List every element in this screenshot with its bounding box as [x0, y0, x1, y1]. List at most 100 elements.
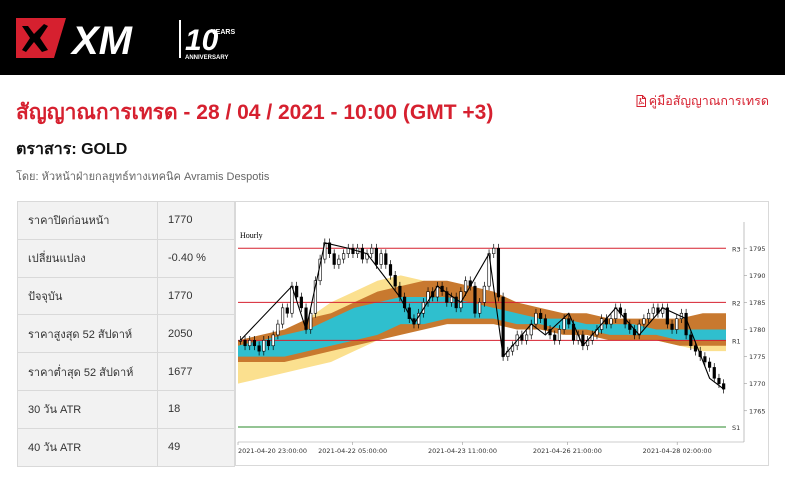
candle-body	[374, 247, 379, 265]
stat-label: ราคาต่ำสุด 52 สัปดาห์	[17, 352, 158, 391]
candle-body	[463, 280, 468, 292]
candle-body	[703, 356, 707, 363]
candle	[642, 314, 646, 329]
candle	[365, 249, 369, 264]
candle-body	[313, 280, 318, 314]
stats-row: 40 วัน ATR 49	[17, 427, 235, 467]
candle-body	[445, 291, 449, 303]
candle	[675, 314, 679, 334]
candle	[332, 249, 336, 269]
stats-row: ราคาต่ำสุด 52 สัปดาห์ 1677	[17, 352, 235, 391]
candle-body	[299, 296, 303, 309]
candle	[646, 308, 651, 323]
candle	[567, 314, 571, 329]
candle-body	[496, 247, 501, 298]
stat-label: ปัจจุบัน	[17, 276, 158, 316]
candle	[449, 292, 454, 307]
xm-logo[interactable]: XM 10 YEARS ANNIVERSARY	[14, 10, 244, 65]
candle-body	[722, 383, 726, 390]
guide-link-label[interactable]: คู่มือสัญญาณการเทรด	[648, 94, 769, 108]
candle-body	[459, 291, 463, 309]
candle-body	[351, 247, 355, 254]
candle-body	[276, 323, 280, 336]
candle	[520, 330, 524, 345]
candle-body	[238, 340, 242, 342]
candle	[684, 308, 688, 340]
chart-title: Hourly	[240, 231, 263, 240]
candle-body	[717, 377, 721, 384]
stat-label: ราคาสูงสุด 52 สัปดาห์	[17, 314, 158, 354]
instrument-label: ตราสาร: GOLD	[16, 141, 128, 158]
price-chart: Hourly R3 R2 R1 S1 1765 1770 1775 1780 1785 1790 17…	[237, 222, 766, 455]
candle	[445, 287, 449, 307]
candle	[670, 319, 674, 334]
stat-value: 18	[157, 389, 235, 429]
band-outer	[238, 280, 726, 362]
candle-body	[309, 312, 313, 330]
candle-body	[609, 318, 613, 325]
candle-body	[534, 312, 538, 325]
candle	[280, 303, 285, 329]
candle-body	[567, 318, 571, 325]
chart-panel: Hourly R3 R2 R1 S1 1765 1770 1775 1780 1785 1790 17…	[235, 201, 769, 466]
candle-body	[393, 275, 397, 287]
candle-body	[689, 334, 693, 347]
level-label: S1	[732, 424, 740, 432]
candle	[257, 341, 261, 356]
author-byline: โดย: หัวหน้าฝ่ายกลยุทธ์ทางเทคนิค Avramis…	[16, 171, 270, 183]
y-tick-label: 1765	[749, 407, 766, 415]
candle	[266, 336, 271, 351]
candle	[374, 243, 379, 269]
candle-body	[707, 361, 712, 368]
candle-body	[426, 291, 430, 303]
xm-logo-mark	[16, 18, 66, 58]
logo-divider	[179, 20, 181, 58]
candle-body	[670, 323, 674, 330]
candle-body	[341, 253, 346, 260]
candle	[585, 336, 590, 351]
candle-body	[327, 242, 332, 254]
candle	[473, 281, 477, 318]
stat-label: ราคาปิดก่อนหน้า	[17, 201, 158, 240]
candle-body	[285, 307, 289, 314]
candle-body	[379, 253, 383, 265]
candle	[393, 271, 397, 291]
candle	[248, 336, 252, 351]
candle-body	[295, 285, 299, 298]
candle	[313, 276, 318, 318]
candle	[722, 379, 726, 394]
candle-body	[539, 312, 543, 319]
candle	[295, 281, 299, 302]
candle	[360, 243, 364, 264]
candle	[379, 249, 383, 269]
badge-caption: ANNIVERSARY	[185, 55, 228, 61]
candle-body	[280, 307, 285, 325]
candle	[327, 238, 332, 258]
zigzag-line	[239, 242, 724, 390]
candle	[712, 363, 716, 383]
candle	[557, 325, 562, 345]
stat-value: 49	[157, 427, 235, 467]
candle	[534, 308, 538, 329]
candle-body	[478, 302, 482, 314]
x-tick-label: 2021-04-22 05:00:00	[318, 447, 387, 455]
candle	[478, 298, 482, 318]
candle	[341, 249, 346, 264]
stat-value: -0.40 %	[157, 238, 235, 278]
candle	[384, 249, 388, 269]
candle	[276, 319, 280, 340]
candle	[618, 303, 623, 318]
candle-body	[384, 253, 388, 265]
candle-body	[252, 340, 257, 347]
stats-row: ปัจจุบัน 1770	[17, 276, 235, 316]
candle	[271, 330, 275, 351]
top-banner: XM 10 YEARS ANNIVERSARY	[0, 0, 785, 75]
candle	[370, 243, 374, 258]
candle	[656, 303, 660, 318]
stat-value: 1770	[157, 276, 235, 316]
candle	[463, 276, 468, 296]
guide-link[interactable]: คู่มือสัญญาณการเทรด	[636, 91, 769, 111]
candle-body	[524, 334, 529, 341]
y-tick-label: 1770	[749, 380, 766, 388]
x-tick-label: 2021-04-26 21:00:00	[533, 447, 602, 455]
